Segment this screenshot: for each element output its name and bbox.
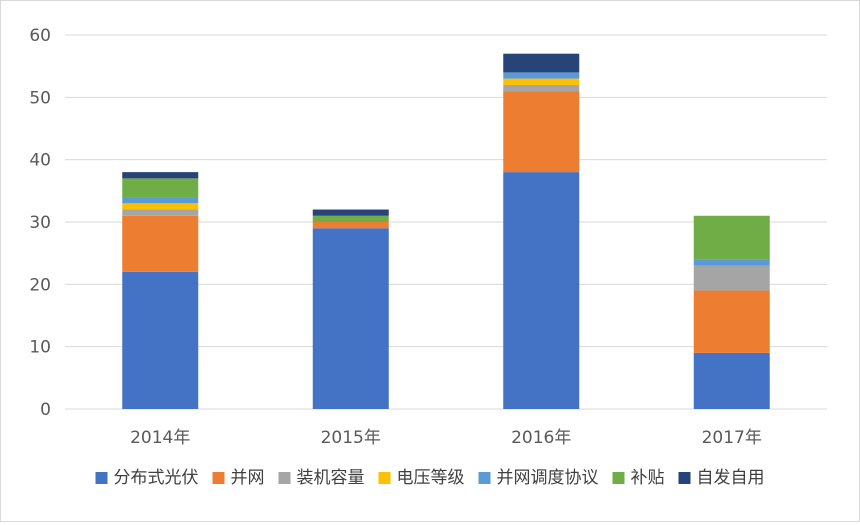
bar-segment: [312, 222, 389, 229]
legend-label: 自发自用: [697, 468, 765, 488]
legend-label: 并网调度协议: [497, 468, 599, 488]
bar-segment: [693, 259, 770, 266]
legend-swatch: [478, 472, 491, 484]
legend-item: 电压等级: [378, 468, 465, 488]
bar-segment: [122, 209, 199, 216]
legend-item: 自发自用: [678, 468, 765, 488]
bar-segment: [122, 172, 199, 179]
legend-swatch: [278, 472, 291, 484]
legend-label: 电压等级: [397, 468, 465, 488]
bar-segment: [312, 209, 389, 216]
y-tick-label: 20: [29, 275, 51, 295]
y-tick-label: 30: [29, 213, 51, 233]
x-tick-label: 2016年: [511, 428, 571, 448]
y-tick-label: 10: [29, 338, 51, 358]
bar-segment: [122, 203, 199, 210]
x-tick-label: 2017年: [702, 428, 762, 448]
legend: 分布式光伏 并网 装机容量 电压等级 并网调度协议 补贴 自发自用: [95, 468, 765, 488]
bar-segment: [503, 72, 580, 79]
bar-segment: [693, 352, 770, 409]
bar-segment: [122, 178, 199, 198]
legend-label: 补贴: [631, 468, 665, 488]
bar-segment: [503, 78, 580, 85]
bar-segment: [503, 84, 580, 92]
y-tick-label: 40: [29, 151, 51, 171]
legend-item: 并网调度协议: [478, 468, 599, 488]
bar-segment: [503, 53, 580, 73]
legend-label: 分布式光伏: [114, 468, 199, 488]
legend-swatch: [612, 472, 625, 484]
x-tick-label: 2015年: [321, 428, 381, 448]
bar-segment: [693, 265, 770, 291]
legend-swatch: [95, 472, 108, 484]
bar-segment: [503, 91, 580, 173]
legend-swatch: [378, 472, 391, 484]
y-tick-label: 50: [29, 88, 51, 108]
bar-segment: [122, 197, 199, 204]
legend-label: 并网: [231, 468, 265, 488]
legend-swatch: [678, 472, 691, 484]
y-axis: 0 10 20 30 40 50 60: [29, 26, 51, 420]
bar-segment: [312, 215, 389, 222]
bar-segment: [312, 228, 389, 409]
legend-swatch: [212, 472, 225, 484]
bar-segment: [693, 215, 770, 260]
x-axis: 2014年 2015年 2016年 2017年: [130, 428, 762, 448]
bar-segment: [503, 172, 580, 409]
x-tick-label: 2014年: [130, 428, 190, 448]
legend-item: 并网: [212, 468, 265, 488]
legend-item: 分布式光伏: [95, 468, 199, 488]
legend-item: 装机容量: [278, 468, 365, 488]
bar-segment: [122, 215, 199, 272]
legend-label: 装机容量: [297, 468, 365, 488]
bars: [122, 53, 770, 409]
y-tick-label: 60: [29, 26, 51, 46]
legend-item: 补贴: [612, 468, 665, 488]
bar-segment: [122, 271, 199, 409]
y-tick-label: 0: [40, 400, 51, 420]
bar-segment: [693, 290, 770, 353]
